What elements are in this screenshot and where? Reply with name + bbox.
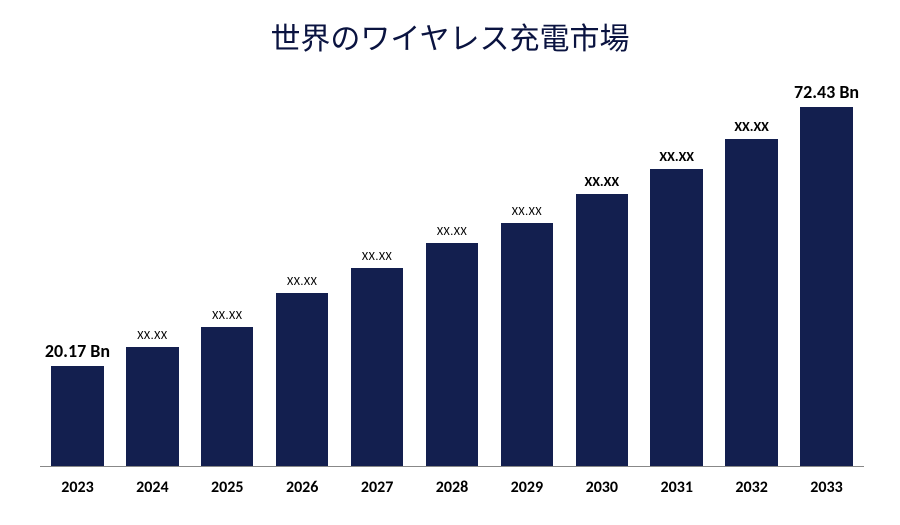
bar — [725, 139, 777, 466]
bar-value-label: XX.XX — [437, 225, 467, 239]
x-axis-label: 2025 — [190, 478, 265, 497]
bar-group: XX.XX — [415, 70, 490, 466]
x-axis-label: 2023 — [40, 478, 115, 497]
bar-value-label: XX.XX — [287, 275, 317, 289]
bar-group: XX.XX — [190, 70, 265, 466]
bar-value-label: XX.XX — [362, 250, 392, 264]
bar-value-label: XX.XX — [734, 118, 769, 135]
bar-group: XX.XX — [714, 70, 789, 466]
bar — [800, 107, 852, 466]
chart-plot-area: 20.17 Bn XX.XX XX.XX XX.XX XX.XX XX.XX XX.XX XX… — [40, 70, 864, 467]
x-axis-label: 2029 — [489, 478, 564, 497]
x-axis-label: 2024 — [115, 478, 190, 497]
bar-group: XX.XX — [340, 70, 415, 466]
bars-container: 20.17 Bn XX.XX XX.XX XX.XX XX.XX XX.XX XX.XX XX… — [40, 70, 864, 467]
bar — [201, 327, 253, 466]
chart-title: 世界のワイヤレス充電市場 — [0, 0, 900, 58]
x-axis-label: 2030 — [564, 478, 639, 497]
bar-group: XX.XX — [265, 70, 340, 466]
bar-value-label: XX.XX — [512, 205, 542, 219]
bar — [51, 366, 103, 466]
bar-value-label: XX.XX — [212, 309, 242, 323]
bar — [650, 169, 702, 466]
bar-value-label: XX.XX — [585, 173, 620, 190]
bar-value-label: 20.17 Bn — [45, 340, 110, 362]
x-axis-label: 2033 — [789, 478, 864, 497]
bar-value-label: 72.43 Bn — [794, 81, 859, 103]
bar — [126, 347, 178, 466]
bar-value-label: XX.XX — [137, 329, 167, 343]
bar — [501, 223, 553, 466]
x-axis-label: 2028 — [415, 478, 490, 497]
bar — [576, 194, 628, 466]
x-axis-label: 2032 — [714, 478, 789, 497]
x-axis-label: 2027 — [340, 478, 415, 497]
bar — [351, 268, 403, 466]
x-axis: 2023202420252026202720282029203020312032… — [40, 478, 864, 497]
bar-value-label: XX.XX — [659, 148, 694, 165]
bar-group: 20.17 Bn — [40, 70, 115, 466]
bar-group: XX.XX — [489, 70, 564, 466]
bar-group: XX.XX — [639, 70, 714, 466]
bar — [426, 243, 478, 466]
bar-group: 72.43 Bn — [789, 70, 864, 466]
bar — [276, 293, 328, 466]
x-axis-label: 2031 — [639, 478, 714, 497]
bar-group: XX.XX — [564, 70, 639, 466]
bar-group: XX.XX — [115, 70, 190, 466]
x-axis-label: 2026 — [265, 478, 340, 497]
